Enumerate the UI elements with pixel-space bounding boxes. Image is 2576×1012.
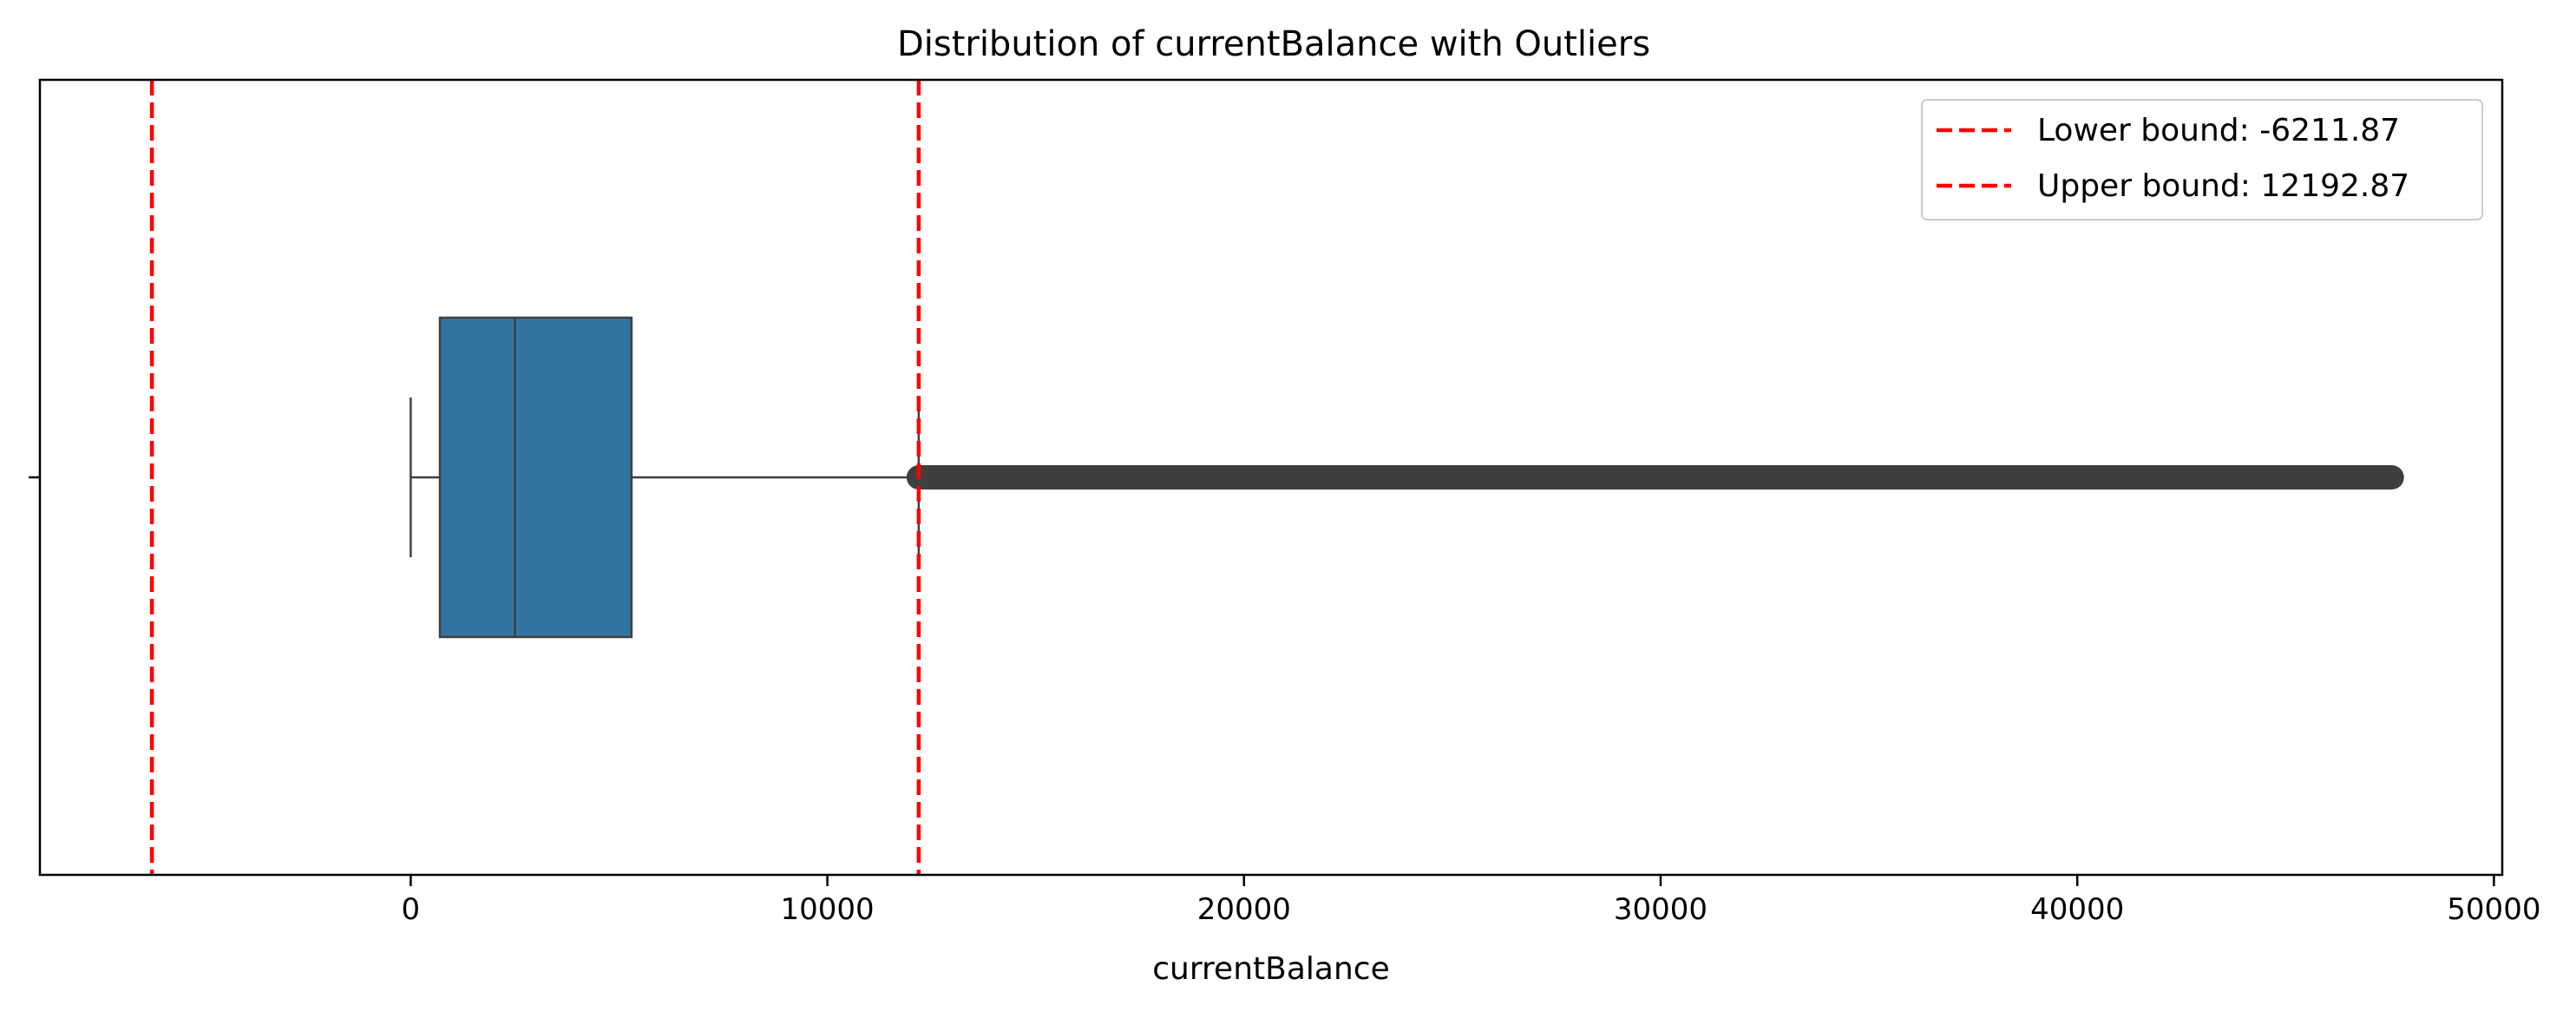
x-tick-label: 20000	[1197, 892, 1291, 927]
chart-title: Distribution of currentBalance with Outl…	[897, 24, 1650, 64]
x-tick-label: 30000	[1614, 892, 1708, 927]
x-tick-label: 40000	[2030, 892, 2124, 927]
box-iqr	[438, 316, 633, 639]
x-tick-label: 0	[402, 892, 421, 927]
x-axis-label: currentBalance	[1152, 951, 1389, 987]
legend-entry-label: Upper bound: 12192.87	[2037, 168, 2409, 204]
legend-frame	[1921, 99, 2483, 220]
x-axis-ticks: 0 10000 20000 30000 40000 50000	[402, 875, 2540, 927]
plot-area	[149, 80, 2404, 875]
x-tick-label: 10000	[780, 892, 874, 927]
legend-entry-label: Lower bound: -6211.87	[2037, 113, 2400, 148]
legend: Lower bound: -6211.87 Upper bound: 12192.…	[1921, 99, 2483, 220]
x-tick-label: 50000	[2447, 892, 2540, 927]
